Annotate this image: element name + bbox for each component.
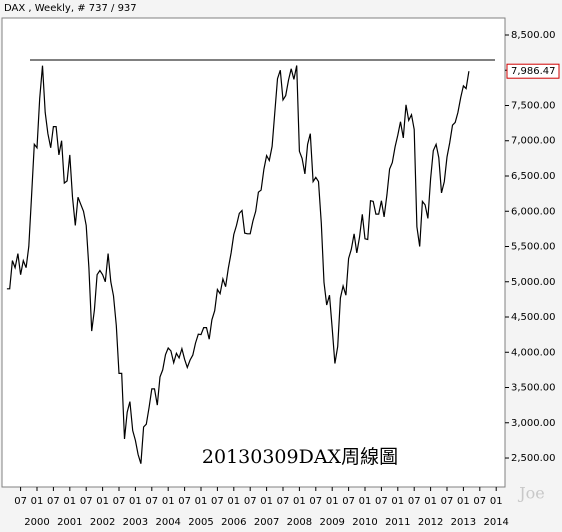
y-tick-label: 5,500.00 [511, 242, 556, 253]
annotation: 20130309DAX周線圖 [202, 446, 398, 468]
x-tick-label: 07 [309, 496, 322, 507]
x-tick-label: 07 [14, 496, 27, 507]
x-tick-label: 01 [457, 496, 470, 507]
x-tick-label: 07 [178, 496, 191, 507]
year-label: 2001 [57, 517, 82, 528]
x-tick-label: 01 [129, 496, 142, 507]
x-tick-label: 07 [145, 496, 158, 507]
year-label: 2000 [24, 517, 49, 528]
chart-title: DAX , Weekly, # 737 / 937 [4, 3, 137, 14]
x-tick-label: 01 [391, 496, 404, 507]
y-tick-label: 4,000.00 [511, 347, 556, 358]
y-tick-label: 6,000.00 [511, 206, 556, 217]
x-tick-label: 07 [441, 496, 454, 507]
watermark: Joe [517, 484, 545, 503]
y-tick-label: 5,000.00 [511, 277, 556, 288]
x-tick-label: 07 [342, 496, 355, 507]
y-tick-label: 3,000.00 [511, 418, 556, 429]
y-tick-label: 8,500.00 [511, 30, 556, 41]
x-tick-label: 07 [408, 496, 421, 507]
x-tick-label: 01 [359, 496, 372, 507]
y-tick-label: 7,000.00 [511, 136, 556, 147]
x-tick-label: 01 [195, 496, 208, 507]
x-tick-label: 01 [162, 496, 175, 507]
y-tick-label: 6,500.00 [511, 171, 556, 182]
y-tick-label: 4,500.00 [511, 312, 556, 323]
year-label: 2014 [483, 517, 508, 528]
x-tick-label: 01 [227, 496, 240, 507]
x-tick-label: 07 [211, 496, 224, 507]
x-tick-label: 07 [80, 496, 93, 507]
year-label: 2004 [155, 517, 180, 528]
y-tick-label: 7,500.00 [511, 100, 556, 111]
x-tick-label: 01 [490, 496, 503, 507]
year-label: 2008 [287, 517, 312, 528]
year-label: 2007 [254, 517, 279, 528]
y-tick-label: 2,500.00 [511, 453, 556, 464]
current-price-label: 7,986.47 [511, 66, 556, 77]
x-tick-label: 01 [293, 496, 306, 507]
x-tick-label: 01 [326, 496, 339, 507]
x-tick-label: 07 [375, 496, 388, 507]
x-tick-label: 01 [260, 496, 273, 507]
year-label: 2005 [188, 517, 213, 528]
year-label: 2009 [319, 517, 344, 528]
y-tick-label: 3,500.00 [511, 383, 556, 394]
x-tick-label: 01 [63, 496, 76, 507]
x-tick-label: 07 [277, 496, 290, 507]
year-label: 2002 [90, 517, 115, 528]
year-label: 2011 [385, 517, 410, 528]
year-label: 2003 [123, 517, 148, 528]
x-tick-label: 07 [113, 496, 126, 507]
x-tick-label: 01 [424, 496, 437, 507]
year-label: 2012 [418, 517, 443, 528]
plot-area [1, 17, 506, 488]
x-tick-label: 07 [244, 496, 257, 507]
x-tick-label: 01 [96, 496, 109, 507]
current-price-box [506, 63, 560, 79]
year-label: 2006 [221, 517, 246, 528]
x-tick-label: 07 [47, 496, 60, 507]
year-label: 2010 [352, 517, 377, 528]
price-line [6, 65, 470, 464]
year-label: 2013 [451, 517, 476, 528]
x-tick-label: 01 [31, 496, 44, 507]
x-tick-label: 07 [473, 496, 486, 507]
